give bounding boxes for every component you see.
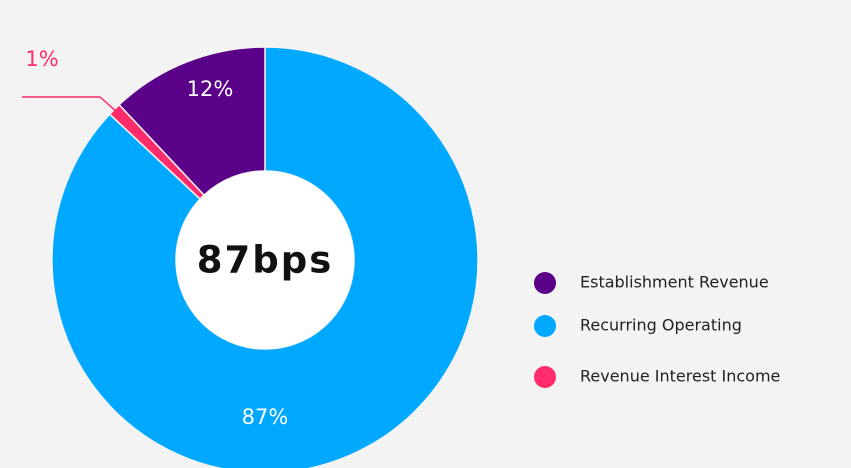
legend-marker [534, 366, 556, 388]
legend-label: Revenue Interest Income [580, 367, 780, 386]
legend-label: Establishment Revenue [580, 273, 769, 292]
legend-label: Recurring Operating [580, 316, 742, 335]
data-label: 87% [242, 405, 289, 429]
data-label: 12% [187, 77, 234, 101]
center-label: 87bps [197, 239, 333, 282]
data-label: 1% [25, 47, 58, 71]
leader-line [22, 96, 118, 113]
legend-marker [534, 315, 556, 337]
donut [51, 46, 479, 468]
legend-marker [534, 272, 556, 294]
donut-hole [176, 171, 354, 349]
